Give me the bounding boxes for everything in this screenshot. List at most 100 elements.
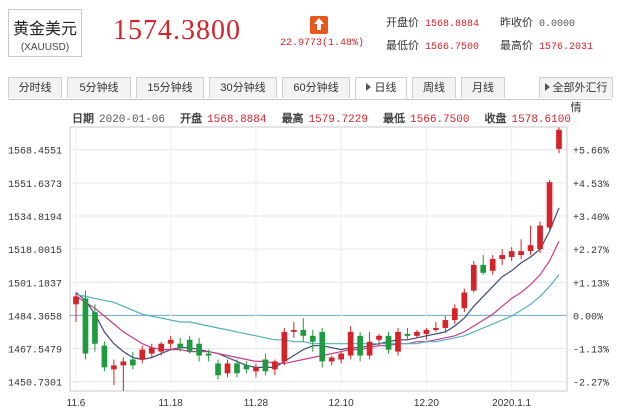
info-low-label: 最低	[383, 113, 406, 125]
tab-weekly[interactable]: 周线	[412, 77, 456, 98]
y-tick-label: 1450.7301	[8, 379, 62, 390]
open-price-stat: 开盘价 1568.8884	[386, 14, 479, 30]
low-price-value: 1566.7500	[425, 42, 480, 53]
candle-body	[489, 259, 496, 271]
tab-intraday[interactable]: 分时线	[8, 77, 62, 98]
moving-average-line	[75, 241, 560, 364]
candle-body	[537, 225, 543, 250]
moving-average-line	[75, 207, 560, 368]
high-price-stat: 最高价 1576.2031	[500, 37, 593, 53]
x-tick-label: 11.6	[67, 398, 86, 409]
candle-body	[404, 333, 411, 336]
last-price: 1574.3800	[113, 15, 241, 46]
pct-tick-label: 0.00%	[573, 312, 603, 323]
prev-close-stat: 昨收价 0.0000	[500, 14, 575, 30]
x-tick-label: 11.28	[244, 398, 269, 409]
candle-body	[111, 365, 117, 370]
candle-body	[243, 365, 250, 370]
candle-body	[376, 335, 382, 340]
candle-body	[139, 349, 146, 360]
candle-body	[234, 363, 240, 374]
tab-5min[interactable]: 5分钟线	[67, 77, 131, 98]
ohlc-info-line: 日期 2020-01-06 开盘 1568.8884 最高 1579.7229 最低 1…	[72, 110, 583, 126]
open-price-label: 开盘价	[386, 17, 419, 29]
candle-body	[451, 308, 458, 321]
quote-header: 黄金美元 (XAUUSD) 1574.3800 22.9773(1.48%) 开…	[0, 0, 628, 72]
candle-body	[73, 296, 79, 305]
candle-body	[205, 353, 212, 356]
y-tick-label: 1518.0015	[8, 246, 62, 257]
candle-body	[129, 359, 136, 366]
pct-tick-label: +2.27%	[573, 246, 609, 257]
candle-body	[92, 312, 98, 344]
tab-30min[interactable]: 30分钟线	[209, 77, 277, 98]
candle-body	[196, 343, 202, 356]
candle-body	[148, 347, 155, 354]
candle-body	[546, 182, 553, 228]
candle-body	[272, 361, 278, 370]
price-change: 22.9773(1.48%)	[280, 38, 365, 49]
info-close-label: 收盘	[484, 113, 507, 125]
x-tick-label: 12.10	[329, 398, 354, 409]
candle-body	[290, 329, 297, 332]
candle-body	[120, 361, 127, 366]
candle-body	[556, 129, 562, 149]
info-date-label: 日期	[72, 113, 94, 125]
all-fx-quotes-button[interactable]: 全部外汇行情	[539, 77, 613, 114]
y-tick-label: 1568.4551	[8, 147, 62, 158]
moving-average-line	[75, 274, 560, 345]
info-high-label: 最高	[281, 113, 304, 125]
high-price-value: 1576.2031	[539, 42, 594, 53]
candle-body	[158, 343, 165, 352]
info-close-value: 1578.6100	[511, 114, 571, 126]
candle-body	[480, 264, 487, 273]
candle-body	[366, 341, 373, 356]
info-date-value: 2020-01-06	[99, 114, 166, 126]
plot-frame	[69, 126, 568, 392]
y-tick-label: 1551.6373	[8, 180, 62, 191]
prev-close-value: 0.0000	[539, 19, 576, 30]
candle-body	[357, 335, 363, 356]
pct-tick-label: +4.53%	[573, 180, 609, 191]
candle-body	[461, 292, 468, 309]
x-tick-label: 11.18	[159, 398, 184, 409]
pct-tick-label: -1.13%	[573, 346, 609, 357]
info-high-value: 1579.7229	[308, 114, 368, 126]
pct-tick-label: +3.40%	[573, 213, 609, 224]
candle-body	[442, 320, 449, 328]
tab-monthly[interactable]: 月线	[461, 77, 505, 98]
info-open-label: 开盘	[180, 113, 203, 125]
y-tick-label: 1484.3658	[8, 312, 62, 323]
up-arrow-icon	[310, 16, 328, 34]
tab-daily[interactable]: 日线	[355, 77, 407, 99]
candle-body	[518, 251, 524, 256]
x-tick-label: 2020.1.1	[492, 398, 531, 409]
candle-body	[527, 245, 534, 252]
candle-body	[215, 363, 221, 376]
symbol-name: 黄金美元	[12, 21, 77, 38]
symbol-code: (XAUUSD)	[20, 42, 70, 53]
candle-body	[262, 359, 269, 372]
candle-body	[385, 335, 392, 350]
symbol-box: 黄金美元 (XAUUSD)	[8, 9, 82, 57]
open-price-value: 1568.8884	[425, 19, 480, 30]
low-price-label: 最低价	[386, 40, 419, 52]
candle-body	[338, 353, 345, 360]
candle-body	[101, 345, 108, 368]
candle-body	[414, 331, 420, 336]
candle-body	[499, 255, 506, 259]
tab-60min[interactable]: 60分钟线	[282, 77, 350, 98]
y-tick-label: 1501.1837	[8, 279, 62, 290]
candle-body	[224, 363, 231, 374]
candle-body	[395, 331, 401, 352]
prev-close-label: 昨收价	[500, 17, 533, 29]
high-price-label: 最高价	[500, 40, 533, 52]
candle-body	[470, 264, 477, 291]
tab-15min[interactable]: 15分钟线	[136, 77, 204, 98]
pct-tick-label: +5.66%	[573, 147, 609, 158]
timeframe-tab-bar: 分时线 5分钟线 15分钟线 30分钟线 60分钟线 日线 周线 月线 全部外汇…	[8, 77, 613, 114]
candle-body	[508, 251, 515, 258]
candle-body	[300, 329, 307, 336]
candle-body	[186, 339, 193, 352]
